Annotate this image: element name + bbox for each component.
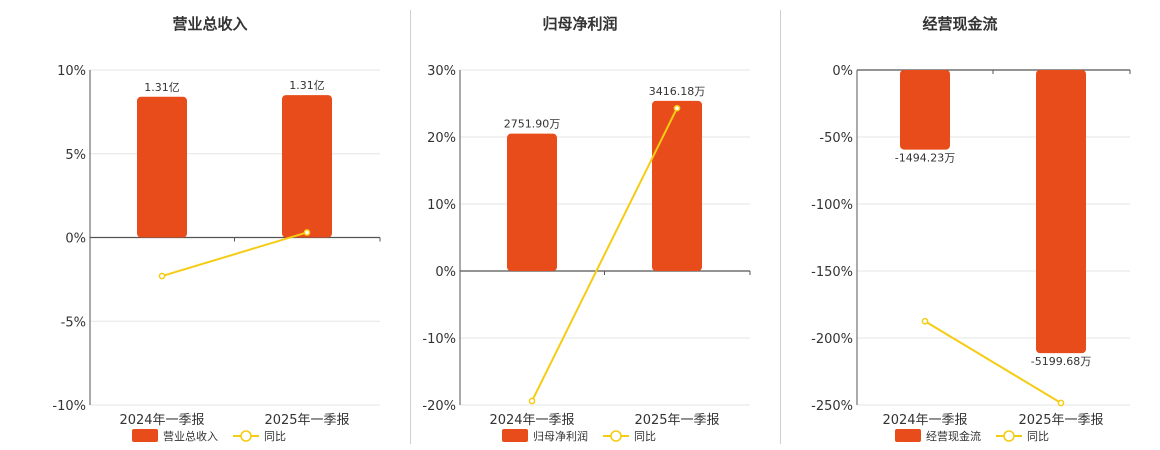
x-category-label: 2025年一季报 (1018, 413, 1103, 428)
legend-line-marker (240, 430, 252, 442)
x-category-label: 2024年一季报 (119, 413, 204, 428)
yoy-point-2 (673, 104, 681, 112)
legend-line-label: 同比 (1027, 430, 1049, 443)
panel-divider-2 (780, 10, 781, 444)
y-tick-label: 10% (427, 198, 456, 213)
y-tick-label: 5% (65, 148, 86, 163)
legend-bar-label: 经营现金流 (926, 429, 981, 443)
x-category-label: 2024年一季报 (882, 413, 967, 428)
chart-title: 归母净利润 (542, 15, 617, 33)
data-label-1: -1494.23万 (895, 152, 955, 165)
y-tick-label: 10% (57, 64, 86, 79)
x-category-label: 2025年一季报 (264, 413, 349, 428)
x-category-label: 2025年一季报 (634, 413, 719, 428)
legend-bar-label: 营业总收入 (163, 429, 218, 443)
y-tick-label: 0% (832, 64, 853, 79)
legend-line-marker (1003, 430, 1015, 442)
legend-bar-swatch (895, 429, 921, 442)
data-label-2: -5199.68万 (1031, 355, 1091, 368)
y-tick-label: -5% (61, 315, 86, 330)
bar-2 (1036, 70, 1086, 354)
legend-bar-swatch (502, 429, 528, 442)
y-tick-label: -10% (52, 399, 86, 414)
chart-panel-1: 营业总收入 10% 5% 0% -5% -10% 1.31亿 1.31亿 2024年一季报 202… (52, 15, 381, 443)
data-label-2: 1.31亿 (289, 79, 325, 92)
yoy-line (531, 107, 678, 402)
y-tick-label: -100% (811, 198, 853, 213)
y-tick-label: -50% (819, 131, 853, 146)
bar-2 (282, 95, 332, 238)
y-tick-label: -200% (811, 332, 853, 347)
yoy-point-1 (921, 317, 929, 325)
yoy-point-1 (528, 397, 536, 405)
data-label-1: 2751.90万 (504, 118, 561, 131)
data-label-1: 1.31亿 (144, 81, 180, 94)
yoy-line (924, 320, 1062, 404)
y-tick-label: -250% (811, 399, 853, 414)
chart-title: 经营现金流 (922, 15, 997, 33)
yoy-point-2 (303, 229, 311, 236)
chart-title: 营业总收入 (172, 15, 247, 33)
data-label-2: 3416.18万 (649, 85, 706, 98)
legend-bar-swatch (132, 429, 158, 442)
yoy-point-2 (1057, 399, 1065, 407)
y-tick-label: -150% (811, 265, 853, 280)
chart-panel-3: 经营现金流 0% -50% -100% -150% -200% -250% -1494.23万… (811, 15, 1131, 443)
y-tick-label: 0% (65, 232, 86, 247)
y-tick-label: 30% (427, 64, 456, 79)
y-tick-label: -20% (422, 399, 456, 414)
yoy-point-1 (158, 272, 166, 280)
bar-1 (137, 96, 187, 238)
y-tick-label: 0% (435, 265, 456, 280)
legend-line-marker (610, 430, 622, 442)
panel-divider-1 (410, 10, 411, 444)
bar-1 (507, 133, 557, 271)
legend-line-label: 同比 (634, 430, 656, 443)
legend-line-label: 同比 (264, 430, 286, 443)
bar-1 (900, 70, 950, 150)
y-tick-label: 20% (427, 131, 456, 146)
legend-bar-label: 归母净利润 (533, 429, 588, 443)
x-category-label: 2024年一季报 (489, 413, 574, 428)
bar-2 (652, 100, 702, 271)
y-tick-label: -10% (422, 332, 456, 347)
chart-panel-2: 归母净利润 30% 20% 10% 0% -10% -20% 2751.90万 3416.18万… (422, 15, 751, 443)
yoy-line (161, 231, 308, 277)
